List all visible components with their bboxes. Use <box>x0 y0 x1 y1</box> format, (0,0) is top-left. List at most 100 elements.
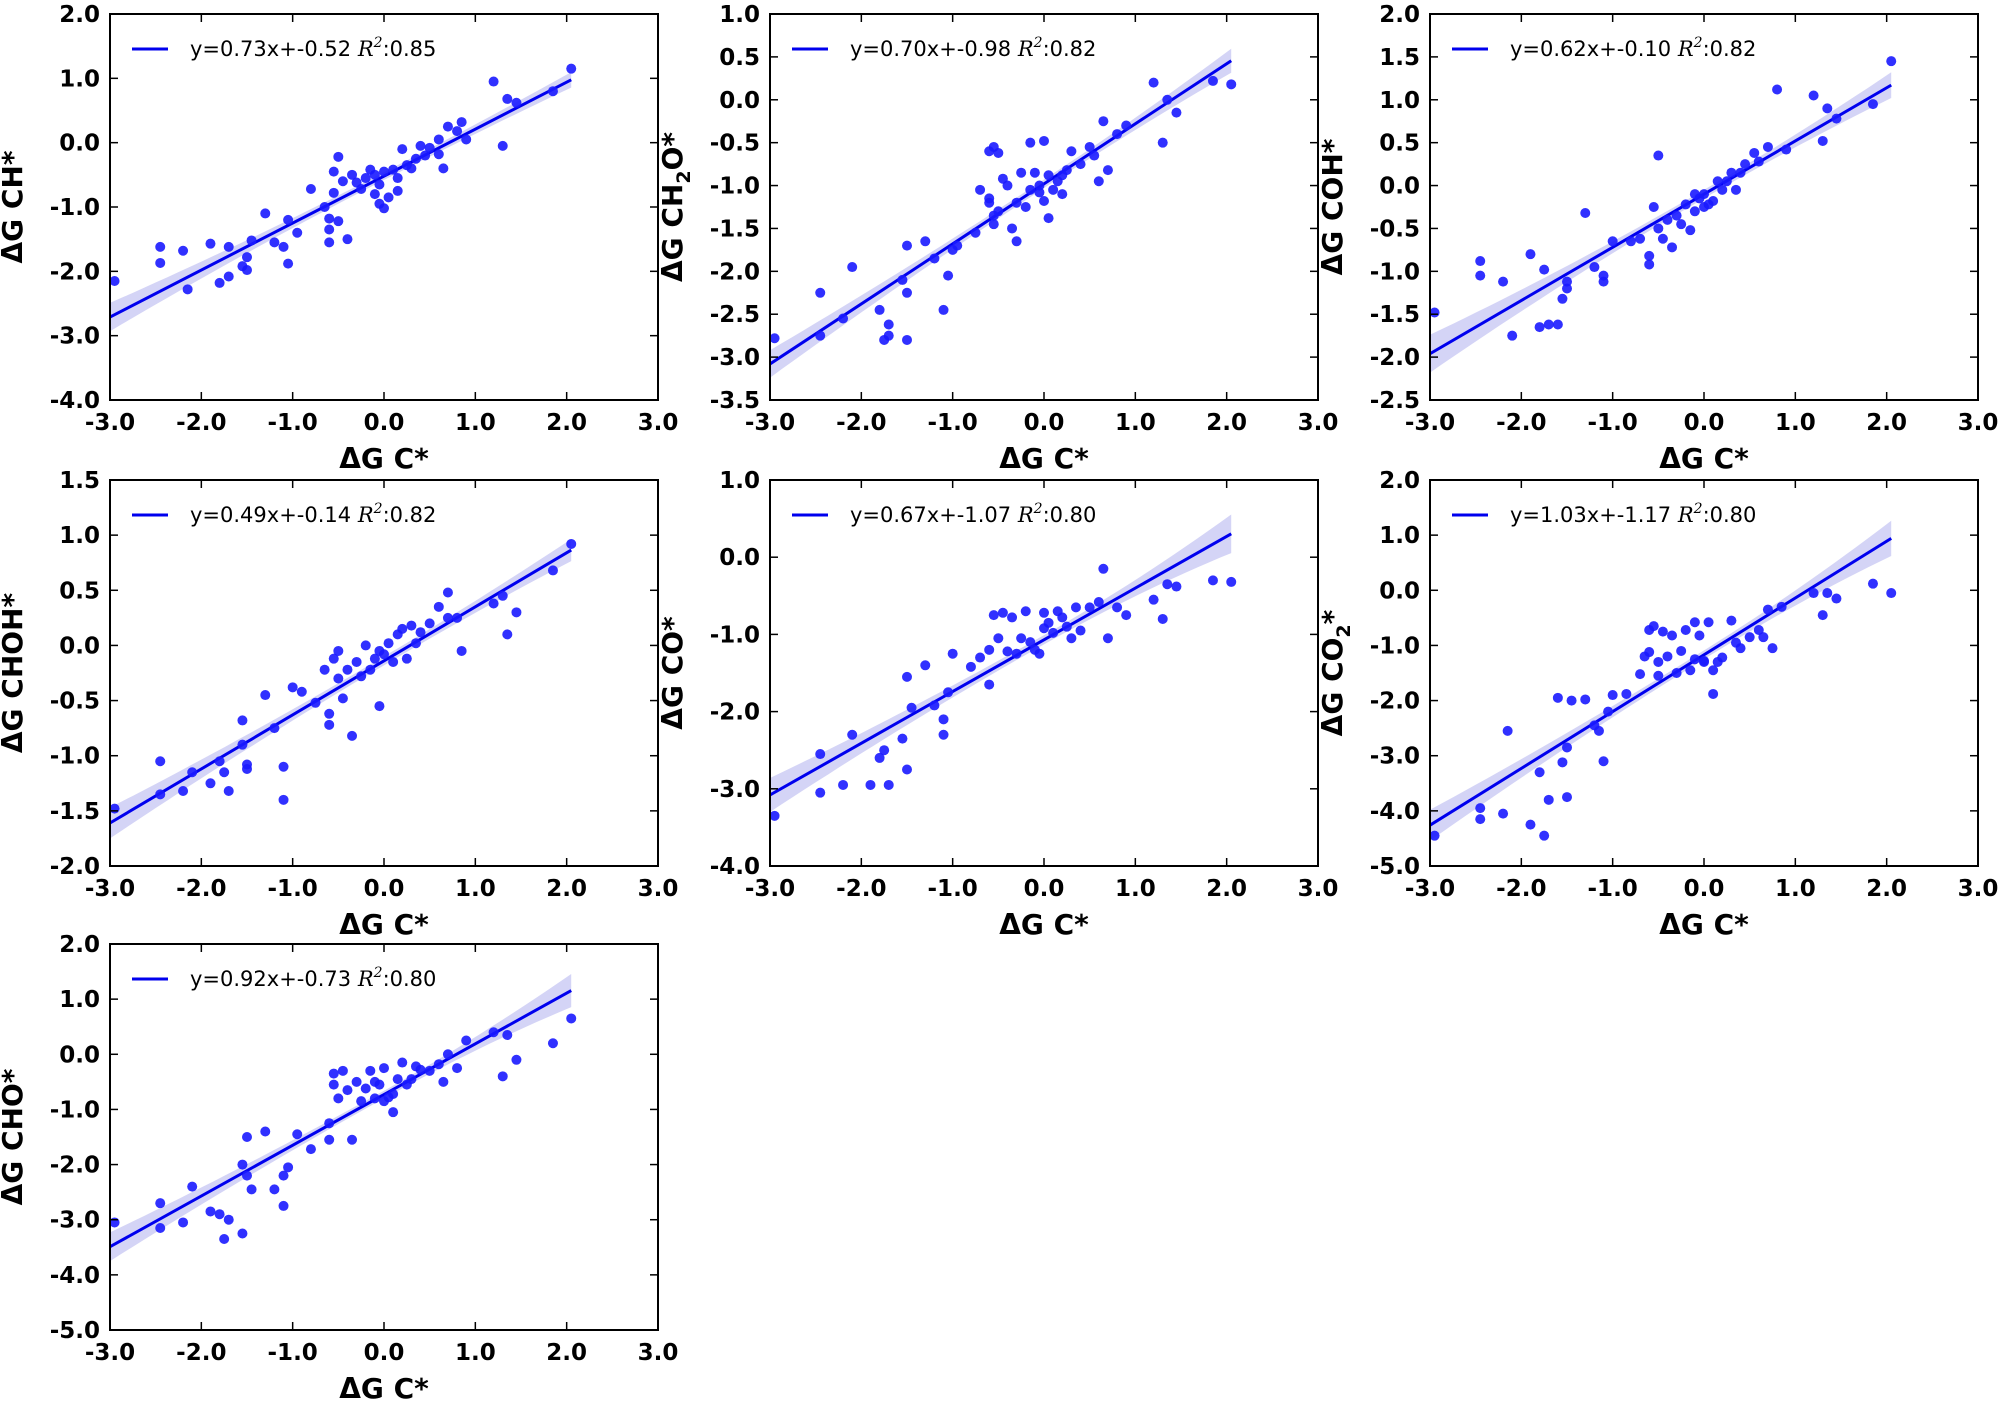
data-point <box>1207 575 1218 586</box>
data-point <box>1121 610 1132 621</box>
data-point <box>379 1063 389 1074</box>
y-tick-label: -1.0 <box>50 195 100 221</box>
data-point <box>278 1200 289 1211</box>
data-point <box>1607 236 1618 247</box>
data-point <box>1671 210 1682 221</box>
data-point <box>333 151 344 162</box>
data-point <box>1557 757 1568 768</box>
data-point <box>242 1170 252 1181</box>
data-point <box>223 241 234 252</box>
data-point <box>155 1222 166 1233</box>
x-tick-label: 1.0 <box>1775 876 1816 902</box>
y-tick-label: -3.5 <box>710 388 760 414</box>
data-point <box>902 287 912 298</box>
y-tick-label: -4.0 <box>50 388 100 414</box>
data-point <box>369 1093 380 1104</box>
data-point <box>838 313 849 324</box>
regression-line <box>770 532 1232 797</box>
regression-line <box>110 78 572 319</box>
data-point <box>993 633 1004 644</box>
data-point <box>1735 643 1746 654</box>
data-point <box>406 1074 417 1085</box>
legend-label: y=0.73x+-0.52 R2:0.85 <box>190 35 436 61</box>
data-point <box>379 649 389 660</box>
data-point <box>442 587 453 598</box>
data-point <box>305 1144 316 1155</box>
data-point <box>488 76 499 87</box>
data-point <box>502 1029 513 1040</box>
data-point <box>410 638 421 649</box>
y-tick-label: 2.0 <box>59 932 100 958</box>
y-tick-label: 2.0 <box>1379 468 1420 494</box>
data-point <box>452 1063 463 1074</box>
data-point <box>328 653 339 664</box>
legend: y=0.70x+-0.98 R2:0.82 <box>792 35 1096 61</box>
data-point <box>1886 588 1897 599</box>
data-point <box>1061 621 1072 632</box>
y-tick-label: -0.5 <box>710 131 760 157</box>
x-tick-label: -3.0 <box>85 410 135 436</box>
data-point <box>242 1132 252 1142</box>
data-point <box>975 652 986 663</box>
plot-area <box>110 974 577 1262</box>
data-point <box>328 166 339 177</box>
data-point <box>938 714 949 725</box>
y-axis-label: ΔG CHOH* <box>0 593 29 754</box>
data-point <box>1781 144 1792 155</box>
data-point <box>347 730 358 741</box>
data-point <box>1552 692 1563 703</box>
data-point <box>319 664 330 675</box>
data-point <box>410 153 421 164</box>
regression-line <box>1430 537 1893 827</box>
data-point <box>1039 135 1049 146</box>
data-point <box>1808 588 1819 599</box>
data-point <box>214 1209 225 1220</box>
data-point <box>1539 830 1550 841</box>
data-point <box>502 629 513 640</box>
data-point <box>1025 184 1036 195</box>
data-point <box>1717 184 1728 195</box>
data-point <box>1016 633 1027 644</box>
axes-frame <box>769 13 1319 401</box>
data-point <box>1084 141 1095 152</box>
data-point <box>379 166 389 177</box>
data-point <box>433 149 444 160</box>
data-point <box>815 749 826 760</box>
data-point <box>1034 648 1045 659</box>
data-point <box>1475 270 1486 281</box>
scatter-panel-3: -3.0 -2.0 -1.0 0.0 1.0 2.0 3.0 -2.5 -2.0 -1.5 -1.0… <box>1316 2 1998 475</box>
plot-area <box>1430 56 1897 373</box>
data-point <box>260 690 271 701</box>
x-tick-label: -1.0 <box>1588 410 1638 436</box>
y-tick-label: -1.0 <box>50 744 100 770</box>
data-point <box>1502 725 1513 736</box>
data-point <box>415 140 426 151</box>
data-point <box>1685 225 1696 236</box>
data-point <box>547 565 558 576</box>
data-point <box>1007 612 1018 623</box>
data-point <box>897 733 908 744</box>
data-point <box>214 756 225 767</box>
data-point <box>237 1159 248 1170</box>
axes-frame <box>769 479 1319 867</box>
data-point <box>1430 307 1440 318</box>
data-point <box>452 612 463 623</box>
legend-label: y=1.03x+-1.17 R2:0.80 <box>1510 501 1756 527</box>
data-point <box>242 265 252 276</box>
x-tick-label: -2.0 <box>836 410 886 436</box>
data-point <box>1075 625 1086 636</box>
data-point <box>947 648 958 659</box>
data-point <box>566 63 577 74</box>
data-point <box>342 664 353 675</box>
data-point <box>1048 184 1059 195</box>
data-point <box>1580 208 1591 219</box>
y-tick-label: -0.5 <box>1370 216 1420 242</box>
data-point <box>324 213 335 224</box>
data-point <box>902 671 912 682</box>
data-point <box>1043 617 1054 628</box>
data-point <box>1689 617 1700 628</box>
y-tick-label: -1.0 <box>50 1097 100 1123</box>
data-point <box>1653 656 1664 667</box>
data-point <box>1749 147 1760 158</box>
data-point <box>223 1214 234 1225</box>
